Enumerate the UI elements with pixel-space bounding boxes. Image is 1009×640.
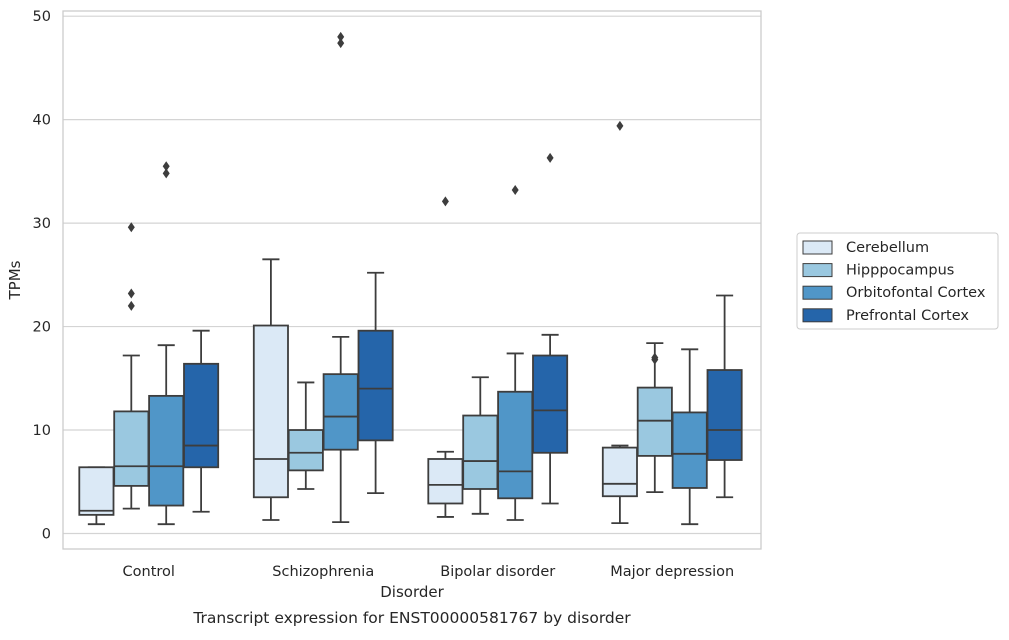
x-axis-label: Disorder: [380, 583, 444, 601]
box-iqr: [183, 362, 220, 469]
y-tick-label: 0: [42, 526, 51, 542]
y-tick-label: 30: [33, 216, 51, 232]
box-group: [148, 161, 185, 526]
box-iqr: [252, 324, 289, 499]
box-iqr: [113, 410, 150, 487]
plot-frame: [62, 10, 762, 550]
legend-swatch: [802, 263, 833, 278]
box-group: [462, 376, 499, 515]
legend: Cerebellum Hipppocampus Orbitofontal Corte…: [796, 232, 999, 330]
box-iqr: [601, 446, 638, 498]
y-tick-label: 20: [33, 320, 51, 336]
y-axis-label: TPMs: [6, 260, 24, 300]
legend-swatch: [802, 285, 833, 300]
box-iqr: [287, 429, 324, 472]
legend-label: Prefrontal Cortex: [846, 308, 969, 324]
y-tick-labels: 0 10 20 30 40 50: [33, 9, 51, 542]
box-iqr: [671, 411, 708, 489]
box-group: [287, 381, 324, 490]
box-iqr: [462, 414, 499, 490]
outlier-point: [162, 161, 170, 172]
box-iqr: [497, 390, 534, 500]
outlier-point: [127, 288, 135, 299]
box-group: [671, 348, 708, 526]
box-group: [532, 152, 569, 505]
outlier-point: [546, 152, 554, 163]
legend-frame: [796, 232, 999, 330]
outlier-point: [127, 222, 135, 233]
chart-caption: Transcript expression for ENST0000058176…: [192, 609, 631, 627]
box-group: [427, 196, 464, 518]
box-group: [601, 120, 638, 525]
box-group: [706, 294, 743, 499]
outlier-point: [337, 31, 345, 42]
y-tick-label: 50: [33, 9, 51, 25]
x-tick-label: Control: [123, 564, 175, 580]
outlier-point: [337, 38, 345, 49]
y-tick-label: 10: [33, 423, 51, 439]
legend-label: Cerebellum: [846, 240, 929, 256]
legend-items: Cerebellum Hipppocampus Orbitofontal Corte…: [802, 240, 986, 324]
box-group: [636, 342, 673, 493]
box-iqr: [427, 458, 464, 505]
outlier-point: [616, 120, 624, 131]
legend-label: Hipppocampus: [846, 263, 954, 279]
box-iqr: [636, 386, 673, 457]
box-iqr: [532, 354, 569, 454]
box-group: [497, 184, 534, 521]
box-iqr: [78, 466, 115, 516]
box-group: [183, 329, 220, 513]
x-tick-labels: Control Schizophrenia Bipolar disorder Majo…: [123, 564, 735, 580]
box-group: [357, 271, 394, 495]
legend-swatch: [802, 240, 833, 255]
legend-swatch: [802, 308, 833, 323]
box-group: [113, 222, 150, 510]
boxes-layer: [78, 31, 743, 526]
y-tick-label: 40: [33, 113, 51, 129]
outlier-point: [127, 300, 135, 311]
box-iqr: [357, 329, 394, 442]
box-group: [78, 466, 115, 526]
outlier-point: [162, 168, 170, 179]
legend-label: Orbitofontal Cortex: [846, 285, 986, 301]
outlier-point: [651, 352, 659, 363]
x-tick-label: Major depression: [610, 564, 734, 580]
box-iqr: [706, 369, 743, 461]
box-group: [252, 258, 289, 521]
x-tick-label: Schizophrenia: [272, 564, 374, 580]
box-iqr: [148, 394, 185, 507]
x-tick-label: Bipolar disorder: [440, 564, 555, 580]
box-iqr: [322, 373, 359, 451]
box-group: [322, 31, 359, 523]
outlier-point: [511, 184, 519, 195]
outlier-point: [441, 196, 449, 207]
